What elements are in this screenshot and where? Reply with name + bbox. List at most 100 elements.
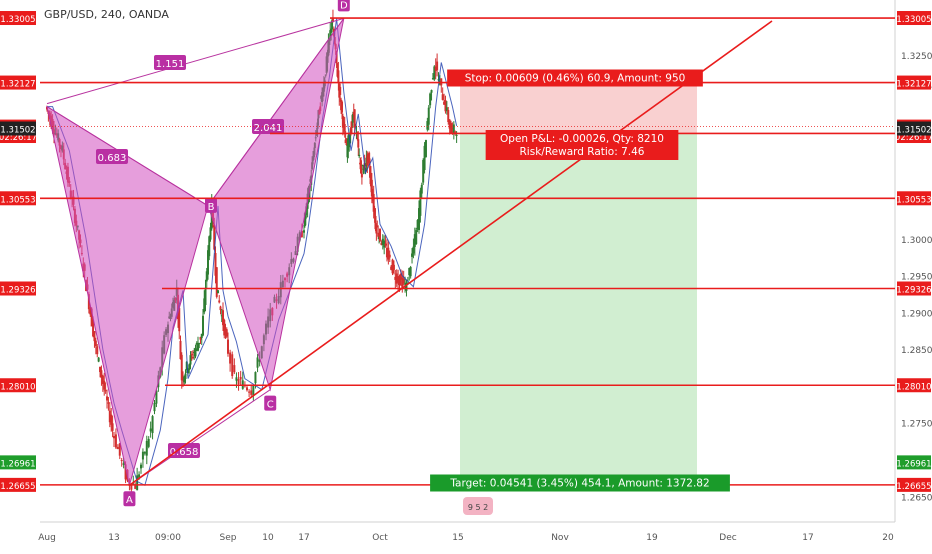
candle-body — [303, 213, 306, 227]
candle-body — [99, 366, 102, 373]
candle-body — [194, 348, 197, 357]
candle-body — [185, 361, 188, 370]
candle-body — [387, 247, 390, 260]
candle-body — [300, 230, 303, 238]
event-badge-text: 9 5 2 — [468, 503, 488, 512]
candle-body — [420, 184, 423, 194]
candle-body — [193, 351, 196, 353]
left-level-badge — [0, 75, 36, 90]
x-tick-label: Aug — [38, 533, 56, 543]
left-price-text: 02:26:17 — [0, 133, 37, 143]
candle-body — [380, 243, 383, 245]
candle-body — [100, 370, 103, 378]
candle-body — [409, 266, 412, 277]
candle-body — [188, 364, 191, 370]
candle-body — [145, 440, 148, 456]
candle-body — [103, 380, 106, 390]
candle-body — [426, 121, 429, 130]
candle-body — [118, 443, 121, 456]
right-level-badge — [897, 281, 931, 296]
candle-body — [205, 271, 208, 282]
candle-body — [423, 145, 426, 171]
candle-body — [122, 463, 125, 465]
candle-body — [220, 315, 223, 317]
candle-body — [377, 232, 380, 237]
candle-body — [213, 225, 216, 250]
x-tick-label: 17 — [802, 533, 813, 543]
candle-body — [431, 78, 434, 80]
right-level-badge — [897, 378, 931, 393]
pnl-label: Open P&L: -0.00026, Qty: 8210Risk/Reward… — [485, 130, 679, 160]
candle-body — [346, 145, 349, 158]
candle-body — [437, 79, 440, 81]
pattern-point-d: D — [337, 0, 350, 11]
candle-body — [361, 165, 364, 167]
candle-body — [424, 140, 427, 158]
candle-body — [108, 410, 111, 423]
candle-body — [130, 484, 133, 490]
candle-body — [138, 474, 141, 478]
candle-body — [190, 354, 193, 356]
right-price-badge — [897, 121, 931, 136]
event-badge: 9 5 2 — [463, 497, 493, 515]
candle-body — [408, 267, 411, 276]
pattern-ratio-text: 0.683 — [98, 153, 127, 164]
candle-body — [373, 208, 376, 216]
pattern-ratio-text: 1.151 — [156, 59, 185, 70]
candle-body — [370, 179, 373, 197]
right-level-text: 1.29326 — [896, 285, 931, 295]
candle-body — [229, 352, 232, 364]
candle-body — [239, 376, 242, 380]
candle-body — [360, 160, 362, 174]
candle-body — [254, 372, 257, 384]
candle-body — [116, 446, 119, 450]
candle-body — [227, 339, 229, 354]
candle-body — [375, 224, 378, 234]
candle-body — [419, 190, 422, 216]
candle-body — [219, 306, 222, 311]
candle-body — [404, 283, 407, 285]
right-level-text: 1.33005 — [896, 15, 931, 25]
pattern-ratio-label: 0.658 — [168, 443, 200, 458]
target-label-text: Target: 0.04541 (3.45%) 454.1, Amount: 1… — [449, 478, 709, 490]
candle-body — [258, 359, 261, 362]
candle-body — [113, 436, 115, 439]
candle-body — [97, 357, 100, 362]
pattern-point-text: C — [267, 400, 274, 411]
candle-body — [360, 173, 363, 178]
candle-body — [398, 278, 401, 286]
candle-body — [209, 227, 212, 240]
candle-body — [204, 287, 207, 305]
candle-body — [96, 346, 99, 355]
pattern-ratio-label: 0.683 — [96, 149, 128, 164]
candle-body — [225, 329, 228, 337]
candle-body — [356, 137, 359, 139]
candle-body — [348, 140, 351, 148]
candle-body — [401, 277, 404, 290]
candle-body — [452, 124, 455, 134]
candle-body — [222, 310, 224, 326]
candle-body — [390, 266, 393, 270]
x-tick-label: 10 — [262, 533, 274, 543]
stop-label: Stop: 0.00609 (0.46%) 60.9, Amount: 950 — [447, 69, 703, 87]
candle-body — [329, 30, 332, 39]
pattern-ratio-text: 0.658 — [170, 447, 199, 458]
ascending-trendline — [128, 20, 773, 486]
candle-body — [233, 365, 236, 373]
candle-body — [183, 376, 186, 383]
event-badge-box — [463, 497, 493, 515]
right-price-text: 1.31502 — [896, 126, 931, 136]
candle-body — [345, 143, 348, 146]
candle-body — [178, 307, 181, 332]
pattern-ratio-label: 1.151 — [154, 55, 186, 70]
candle-body — [207, 250, 209, 275]
candle-body — [114, 434, 117, 448]
candle-body — [350, 121, 353, 125]
candle-body — [140, 464, 142, 469]
pnl-label-text: Open P&L: -0.00026, Qty: 8210 — [500, 133, 664, 145]
candle-body — [358, 154, 361, 157]
candle-body — [124, 464, 127, 480]
x-tick-label: 15 — [452, 533, 463, 543]
